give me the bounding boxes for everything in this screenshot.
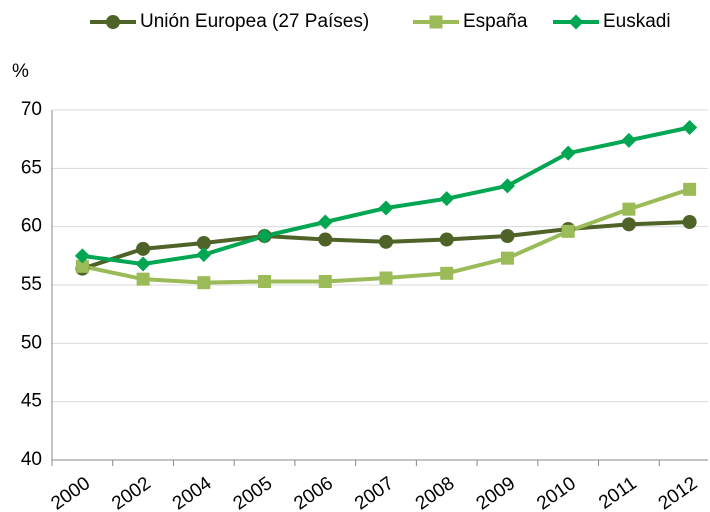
marker: [440, 266, 454, 280]
x-tick-label: 2005: [230, 473, 277, 512]
legend-marker: [106, 15, 120, 29]
x-tick-label: 2010: [533, 473, 580, 512]
y-tick-label: 50: [21, 332, 42, 353]
x-tick-label: 2007: [351, 473, 398, 512]
marker: [621, 217, 636, 232]
marker: [561, 224, 575, 238]
legend-marker: [429, 15, 443, 29]
grid: [52, 109, 708, 461]
marker: [136, 272, 150, 286]
x-tick-label: 2000: [47, 473, 94, 512]
marker: [683, 182, 697, 196]
marker: [135, 256, 151, 272]
legend-marker: [568, 14, 584, 30]
x-tick-label: 2009: [473, 473, 520, 512]
marker: [196, 236, 211, 250]
marker: [318, 275, 332, 288]
x-tick-label: 2006: [290, 473, 337, 512]
marker: [258, 275, 272, 288]
marker: [439, 232, 454, 247]
x-tick-label: 2011: [595, 473, 641, 512]
marker: [379, 271, 393, 285]
marker: [318, 232, 333, 247]
marker: [622, 202, 636, 216]
marker: [197, 276, 211, 290]
marker: [196, 247, 212, 263]
y-tick-label: 40: [21, 449, 42, 470]
marker: [317, 214, 333, 230]
y-tick-label: 45: [21, 391, 42, 412]
marker: [378, 200, 394, 216]
marker: [499, 178, 515, 194]
y-tick-label: 55: [21, 274, 42, 295]
y-tick-label: 65: [21, 157, 42, 178]
y-tick-label: 70: [21, 99, 42, 120]
marker: [500, 251, 514, 265]
marker: [136, 241, 151, 256]
x-tick-label: 2004: [169, 473, 216, 512]
y-tick-label: 60: [21, 216, 42, 237]
x-tick-label: 2012: [655, 473, 702, 512]
marker: [621, 132, 637, 148]
marker: [74, 248, 90, 264]
legend-label: Euskadi: [603, 11, 671, 32]
marker: [439, 191, 455, 207]
marker: [682, 120, 698, 135]
marker: [560, 145, 576, 161]
legend-label: Unión Europea (27 Países): [140, 11, 369, 32]
marker: [682, 215, 697, 229]
x-tick-label: 2002: [108, 473, 155, 512]
marker: [75, 259, 89, 273]
marker: [500, 229, 515, 243]
legend-label: España: [463, 11, 528, 32]
marker: [257, 228, 273, 244]
marker: [379, 234, 393, 249]
y-axis-label: %: [12, 61, 29, 82]
x-tick-label: 2008: [412, 473, 459, 512]
